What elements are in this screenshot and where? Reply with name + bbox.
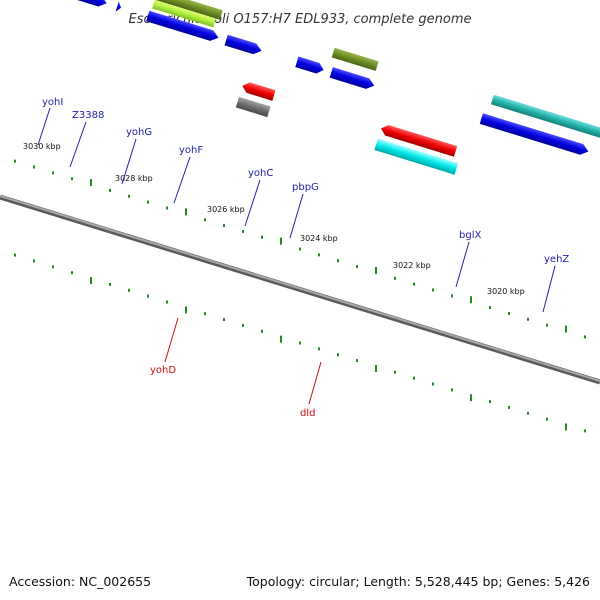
tick-label-3030: 3030 kbp (23, 142, 61, 151)
cds-arrow-yohC[interactable] (295, 56, 325, 76)
label-leaders-top (37, 107, 556, 313)
gene-label-pbpG[interactable]: pbpG (292, 182, 319, 193)
gene-box-yohG-cog-2[interactable] (152, 0, 216, 28)
tick-row-inner (14, 253, 586, 433)
feature-track (62, 0, 600, 175)
gene-label-yehZ[interactable]: yehZ (544, 254, 569, 265)
tick-label-3022: 3022 kbp (393, 261, 431, 270)
gene-box-yohD-cog[interactable] (235, 96, 271, 118)
cds-arrow-bglX[interactable] (479, 113, 590, 156)
genome-summary-text: Topology: circular; Length: 5,528,445 bp… (246, 574, 590, 589)
cds-arrow-pbpG[interactable] (329, 67, 376, 91)
gene-box-pbpG-cog[interactable] (331, 47, 379, 71)
gene-box-bglX-cog[interactable] (490, 94, 600, 139)
cds-arrow-yohI[interactable] (62, 0, 108, 9)
cds-arrow-yohG[interactable] (146, 10, 220, 43)
tick-label-3024: 3024 kbp (300, 234, 338, 243)
gene-label-yohI[interactable]: yohI (42, 97, 63, 108)
cds-arrow-dld[interactable] (379, 123, 458, 157)
gene-label-yohC[interactable]: yohC (248, 168, 273, 179)
accession-text: Accession: NC_002655 (9, 574, 151, 589)
tick-label-3028: 3028 kbp (115, 174, 153, 183)
gene-label-yohF[interactable]: yohF (179, 145, 203, 156)
cds-arrow-Z3388[interactable] (115, 1, 123, 13)
gene-label-yohG[interactable]: yohG (126, 127, 152, 138)
tick-row-outer (14, 159, 586, 339)
tick-label-3026: 3026 kbp (207, 205, 245, 214)
gene-box-dld-cog[interactable] (374, 138, 459, 175)
gene-label-Z3388[interactable]: Z3388 (72, 110, 104, 121)
label-leaders-bottom (164, 317, 322, 405)
gene-label-dld[interactable]: dld (300, 408, 315, 419)
cds-arrow-yohF[interactable] (224, 34, 264, 56)
cds-arrow-yohD[interactable] (241, 81, 276, 101)
gene-label-bglX[interactable]: bglX (459, 230, 481, 241)
tick-label-3020: 3020 kbp (487, 287, 525, 296)
backbone (0, 194, 600, 385)
gene-box-yohG-cog[interactable] (152, 0, 223, 20)
gene-label-yohD[interactable]: yohD (150, 365, 176, 376)
